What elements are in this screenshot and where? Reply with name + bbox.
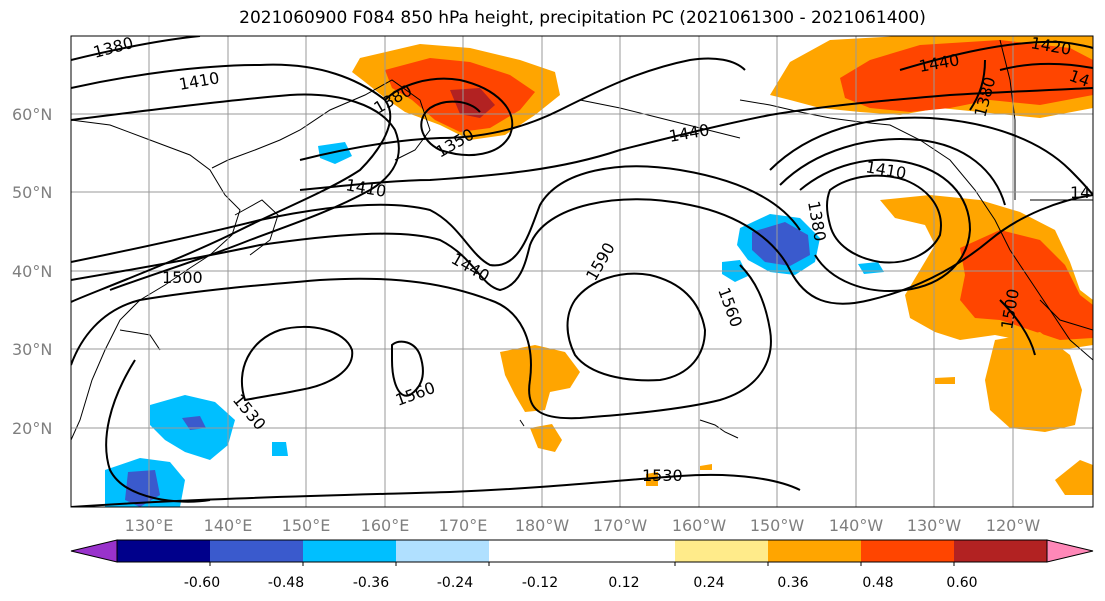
lat-label: 20°N (12, 419, 52, 438)
colorbar-cell (861, 540, 955, 562)
gridlines (71, 36, 1093, 507)
colorbar-cell (117, 540, 211, 562)
colorbar-tick-label: 0.60 (946, 575, 977, 591)
lat-label: 40°N (12, 262, 52, 281)
lat-label: 30°N (12, 340, 52, 359)
lon-label: 160°W (672, 516, 727, 535)
colorbar-tick-labels: -0.60 -0.48 -0.36 -0.24 -0.12 0.12 0.24 … (184, 575, 978, 591)
latitude-labels: 60°N 50°N 40°N 30°N 20°N (12, 105, 52, 438)
lat-label: 60°N (12, 105, 52, 124)
lon-label: 170°E (439, 516, 488, 535)
colorbar-tick-label: 0.36 (777, 575, 808, 591)
colorbar-tick-label: -0.48 (268, 575, 304, 591)
map-frame (70, 35, 1094, 508)
colorbar-cell (768, 540, 862, 562)
lon-label: 130°W (907, 516, 962, 535)
colorbar-tick-label: -0.12 (522, 575, 558, 591)
lon-label: 140°E (204, 516, 253, 535)
colorbar-tick-label: 0.48 (862, 575, 893, 591)
colorbar-tick-label: -0.24 (437, 575, 473, 591)
colorbar-cell (303, 540, 397, 562)
colorbar-tick-label: -0.60 (184, 575, 220, 591)
colorbar-ticks (209, 562, 955, 566)
lat-label: 50°N (12, 183, 52, 202)
lon-label: 160°E (361, 516, 410, 535)
colorbar-cell (489, 540, 583, 562)
contour-label: 1530 (642, 466, 683, 485)
lon-label: 130°E (125, 516, 174, 535)
lon-label: 150°E (282, 516, 331, 535)
lon-label: 170°W (593, 516, 648, 535)
contour-label: 1500 (162, 268, 203, 287)
colorbar-outline (116, 539, 1048, 563)
colorbar-cell (396, 540, 490, 562)
contour-label: 1420 (1029, 33, 1072, 59)
colorbar-tick-label: 0.24 (693, 575, 724, 591)
colorbar: -0.60 -0.48 -0.36 -0.24 -0.12 0.12 0.24 … (70, 539, 1094, 591)
contour-label: 14 (1070, 183, 1090, 202)
map-title: 2021060900 F084 850 hPa height, precipit… (239, 8, 926, 28)
map-content: 1380 1410 1380 1350 1440 1410 1380 1410 … (71, 33, 1093, 507)
colorbar-tick-label: 0.12 (608, 575, 639, 591)
colorbar-cell (675, 540, 769, 562)
precip-positive-shading (352, 36, 1093, 495)
lon-label: 120°W (986, 516, 1041, 535)
lon-label: 140°W (829, 516, 884, 535)
colorbar-tick-label: -0.36 (353, 575, 389, 591)
colorbar-cell (582, 540, 676, 562)
colorbar-cell (954, 540, 1048, 562)
colorbar-extend-low (70, 539, 118, 563)
colorbar-cells (70, 539, 1094, 563)
height-contours (71, 36, 1093, 507)
lon-label: 150°W (750, 516, 805, 535)
colorbar-extend-high (1046, 539, 1094, 563)
lon-label: 180°W (515, 516, 570, 535)
longitude-labels: 130°E 140°E 150°E 160°E 170°E 180°W 170°… (125, 516, 1041, 535)
colorbar-cell (210, 540, 304, 562)
